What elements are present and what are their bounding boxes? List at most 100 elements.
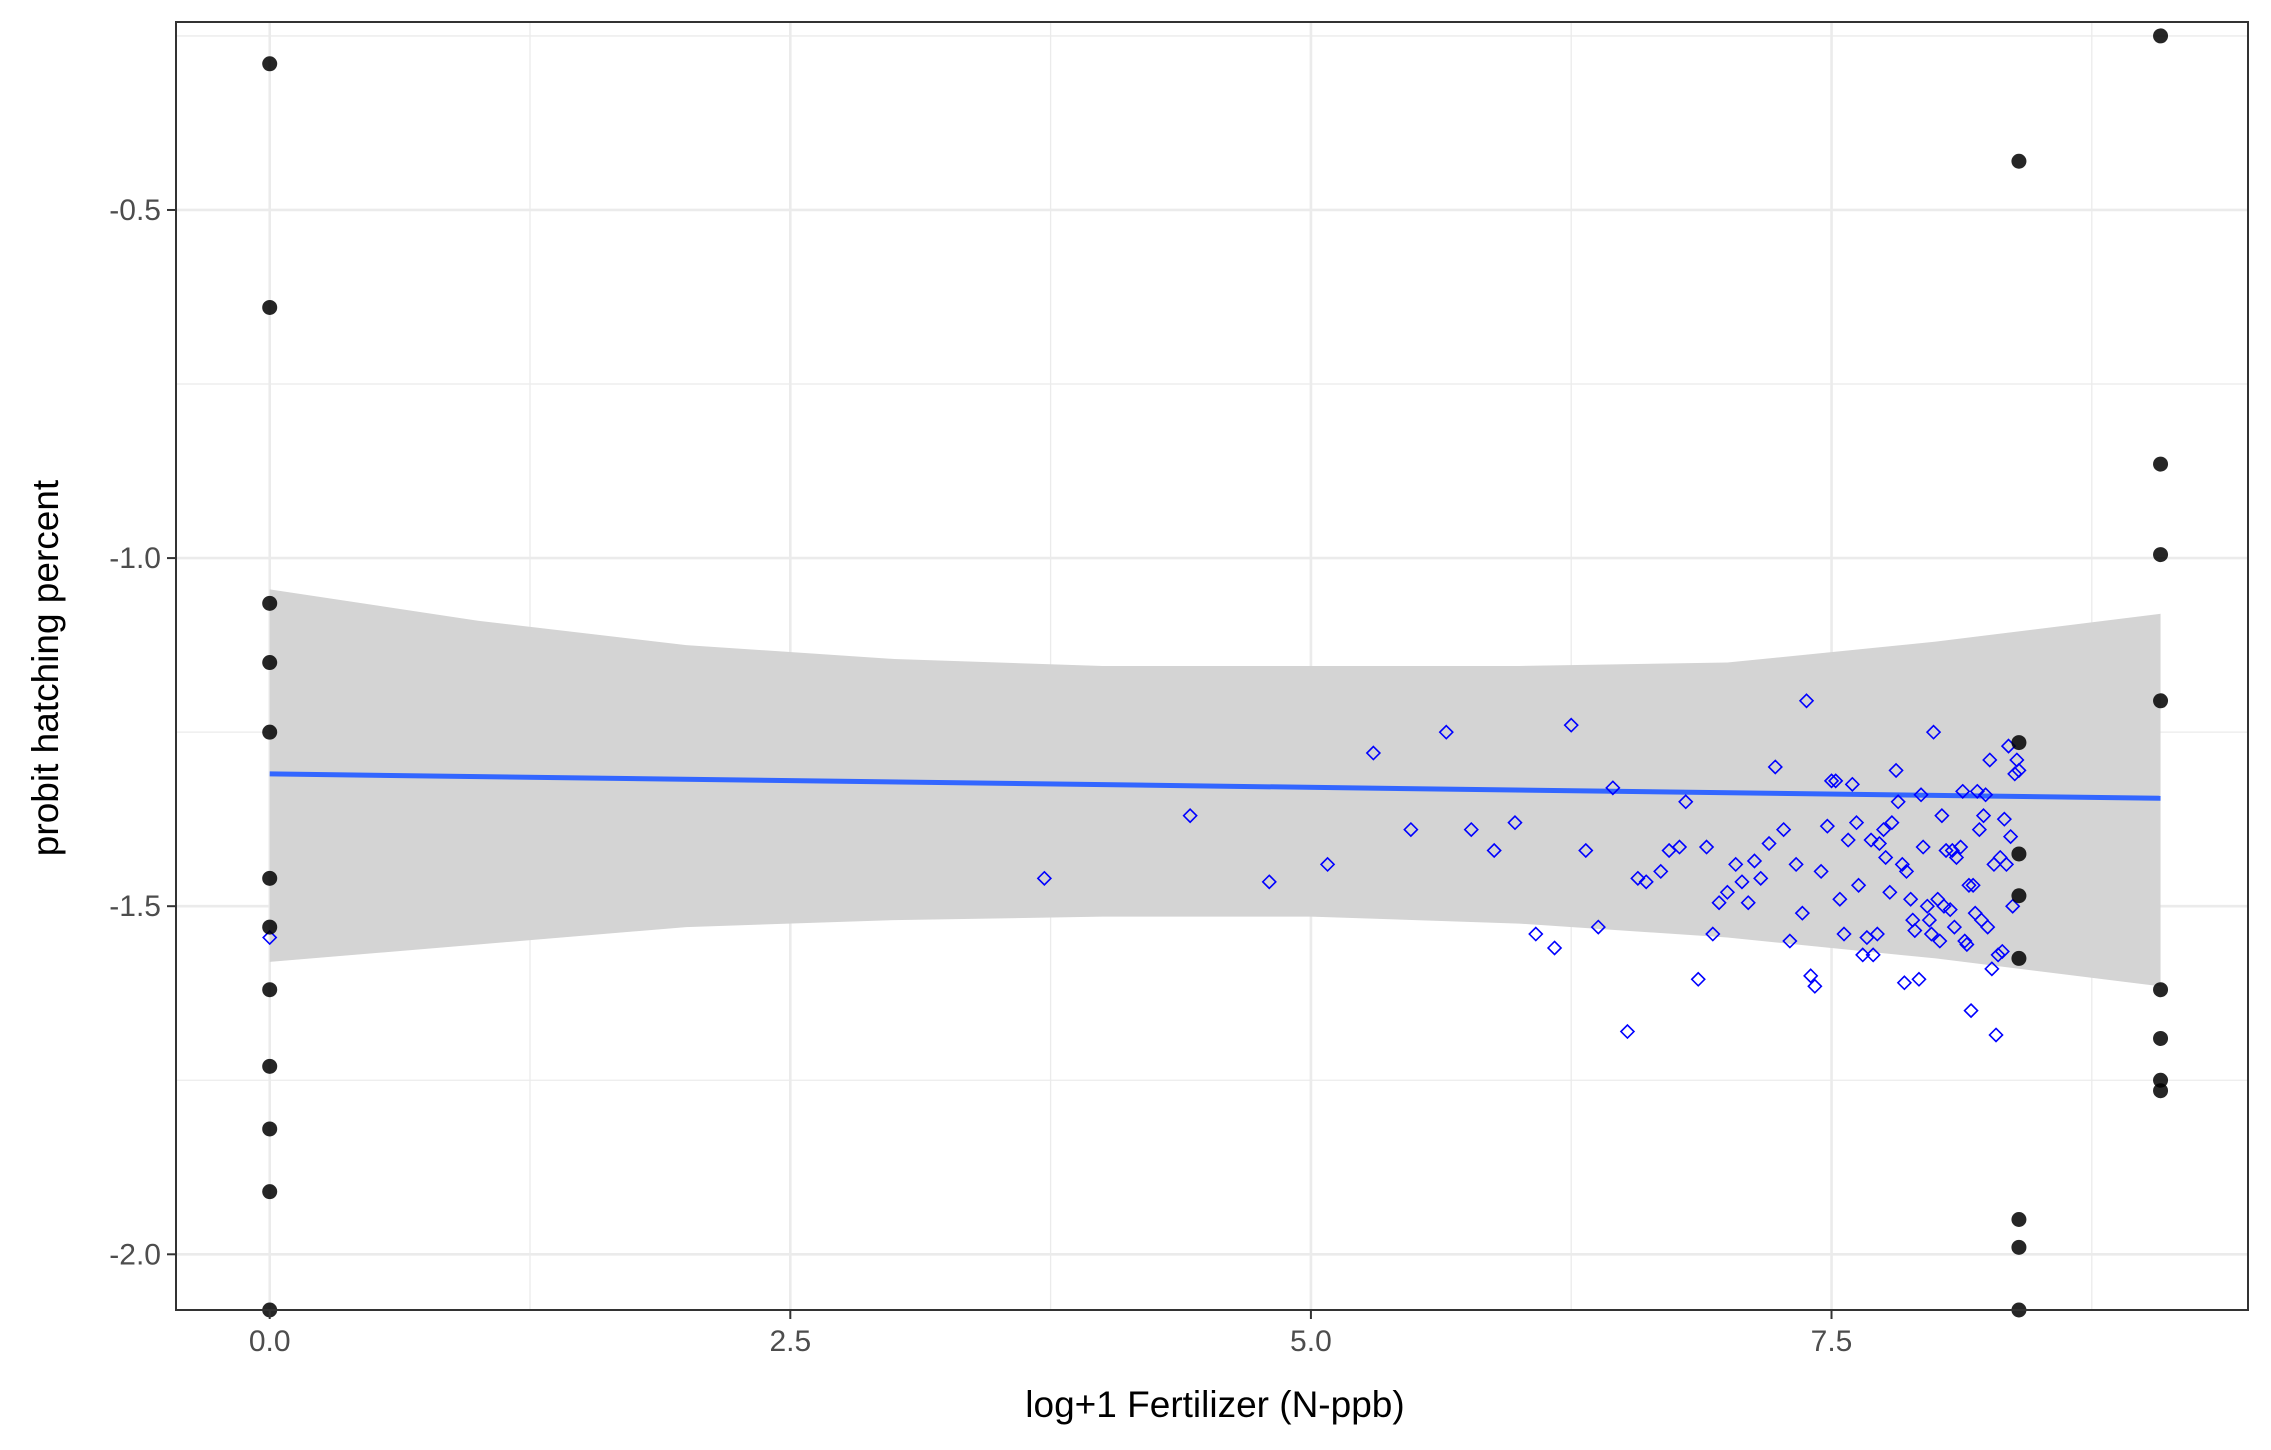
data-point [1888,762,1904,779]
data-point [1957,933,1973,949]
data-point [1578,842,1594,859]
data-point [1952,839,1969,855]
data-point [1875,821,1892,838]
data-point [1932,933,1948,949]
data-point [2011,153,2027,169]
data-point [2011,762,2027,779]
plot-panel-border [175,21,2249,1311]
data-point [262,595,278,611]
data-point [1848,815,1865,831]
data-point [1961,877,1977,893]
data-point [1925,724,1942,740]
data-point [1946,919,1963,935]
data-point [1719,884,1736,900]
y-tick-label: -2.0 [109,1238,161,1271]
data-point [2153,1072,2169,1088]
data-point [262,1121,278,1137]
data-point [262,655,278,671]
data-point [1996,811,2012,827]
data-point [1884,815,1900,831]
data-point [1705,926,1721,942]
data-point [1913,787,1929,803]
data-point [1971,821,1988,838]
data-point [1734,874,1750,890]
data-point [2007,766,2023,782]
data-point [1319,856,1336,873]
data-point [1740,895,1756,911]
data-point [1896,975,1913,991]
data-point [2153,693,2169,709]
data-point [1938,842,1954,859]
data-point [1261,874,1277,890]
data-point [1813,863,1829,880]
data-point [2011,735,2027,751]
data-point [2153,28,2169,44]
data-point [1894,856,1910,873]
y-axis-title: probit hatching percent [25,479,66,856]
data-point [2153,982,2169,998]
open-diamond-points [262,693,2027,1043]
data-point [262,299,278,315]
data-point [1948,849,1965,866]
data-point [1855,947,1871,963]
data-point [1959,936,1975,953]
data-point [1840,832,1856,848]
data-point [2011,1211,2027,1227]
data-point [1911,971,1927,987]
data-point [1753,870,1769,886]
x-axis-ticks: 0.0 2.5 5.0 7.5 [249,1310,1853,1358]
data-point [262,870,278,886]
data-point [1590,919,1606,935]
data-point [1942,902,1958,918]
data-point [1984,961,2000,977]
data-point [1907,922,1923,939]
data-point [1921,912,1938,928]
data-point [1690,971,1706,987]
fit-line [269,771,2161,801]
data-point [1819,818,1835,834]
x-tick-label: 2.5 [769,1325,811,1358]
data-point [1803,968,1819,984]
data-point [1728,856,1744,873]
data-point [2011,888,2027,904]
data-point [1767,759,1783,775]
data-point [1863,832,1879,848]
data-point [1944,842,1960,859]
data-point [1890,794,1906,810]
fit-line-path [269,771,2161,801]
data-point [1923,926,1940,942]
data-point [1182,808,1198,824]
data-point [1563,717,1579,733]
data-point [1036,870,1052,886]
data-point [1836,926,1852,942]
data-point [1988,1027,2004,1043]
data-point [1794,905,1810,921]
data-point [1903,891,1919,907]
data-point [2153,1030,2169,1046]
panel-border-rect [175,21,2249,1311]
data-point [1915,839,1931,855]
data-point [1798,693,1815,709]
data-point [1605,780,1621,796]
data-point [1934,808,1950,824]
data-point [1823,773,1840,789]
x-tick-label: 0.0 [249,1325,291,1358]
data-point [1761,835,1777,852]
data-point [262,724,278,740]
data-point [1630,870,1646,886]
data-point [1403,821,1419,838]
data-point [1678,794,1694,810]
y-tick-label: -1.5 [109,890,161,923]
data-point [1507,815,1523,831]
data-point [1850,877,1867,893]
data-point [1871,835,1888,852]
data-point [262,919,278,935]
data-point [1878,849,1894,866]
data-point [1671,839,1688,855]
data-point [1782,933,1798,949]
data-point [1828,773,1844,789]
data-point [262,982,278,998]
x-tick-label: 7.5 [1811,1325,1853,1358]
data-point [1998,856,2015,873]
